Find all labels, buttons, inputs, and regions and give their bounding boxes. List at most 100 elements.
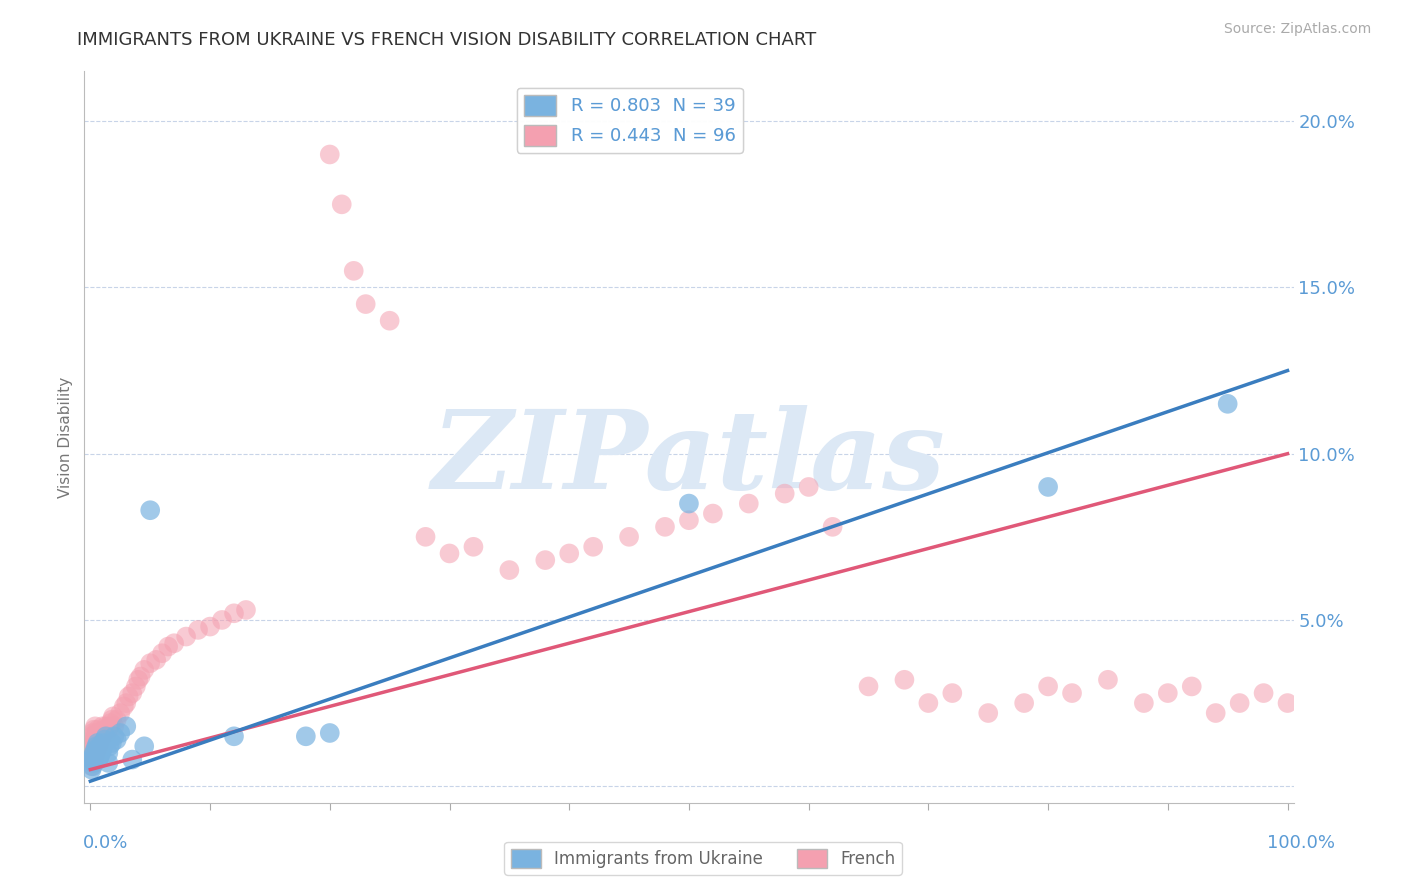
Point: [90, 746, 112, 760]
Point: [87, 742, 110, 756]
Point: [112, 699, 135, 714]
Point: [86, 736, 108, 750]
Point: [86, 742, 108, 756]
Point: [1060, 686, 1083, 700]
Point: [110, 726, 132, 740]
Point: [97, 756, 120, 770]
Point: [82, 746, 104, 760]
Point: [115, 696, 138, 710]
Point: [84, 729, 107, 743]
Text: 100.0%: 100.0%: [1267, 834, 1334, 852]
Point: [97, 723, 120, 737]
Point: [83, 742, 105, 756]
Point: [87, 753, 110, 767]
Point: [330, 197, 353, 211]
Point: [86, 723, 108, 737]
Point: [378, 314, 401, 328]
Point: [93, 726, 115, 740]
Point: [82, 749, 104, 764]
Point: [222, 729, 245, 743]
Point: [83, 746, 105, 760]
Point: [115, 719, 138, 733]
Point: [86, 746, 108, 760]
Point: [90, 732, 112, 747]
Point: [125, 680, 148, 694]
Point: [617, 530, 640, 544]
Point: [145, 653, 167, 667]
Point: [86, 726, 108, 740]
Point: [118, 690, 141, 704]
Point: [1205, 706, 1227, 720]
Point: [94, 729, 117, 743]
Point: [1012, 696, 1035, 710]
Legend: Immigrants from Ukraine, French: Immigrants from Ukraine, French: [505, 842, 901, 875]
Point: [84, 749, 107, 764]
Point: [129, 669, 152, 683]
Point: [582, 540, 605, 554]
Point: [97, 746, 120, 760]
Point: [235, 603, 257, 617]
Point: [1229, 696, 1251, 710]
Y-axis label: Vision Disability: Vision Disability: [58, 376, 73, 498]
Point: [83, 756, 105, 770]
Point: [773, 486, 796, 500]
Point: [86, 739, 108, 754]
Point: [82, 756, 104, 770]
Text: ZIPatlas: ZIPatlas: [432, 405, 946, 513]
Point: [319, 147, 342, 161]
Point: [134, 663, 156, 677]
Point: [134, 739, 156, 754]
Point: [121, 686, 143, 700]
Point: [858, 680, 880, 694]
Point: [84, 719, 107, 733]
Point: [84, 753, 107, 767]
Point: [1097, 673, 1119, 687]
Point: [80, 739, 103, 754]
Point: [80, 763, 103, 777]
Point: [103, 729, 125, 743]
Point: [98, 739, 121, 754]
Point: [93, 732, 115, 747]
Text: IMMIGRANTS FROM UKRAINE VS FRENCH VISION DISABILITY CORRELATION CHART: IMMIGRANTS FROM UKRAINE VS FRENCH VISION…: [77, 31, 817, 49]
Point: [1216, 397, 1239, 411]
Point: [91, 719, 114, 733]
Point: [222, 607, 245, 621]
Point: [917, 696, 939, 710]
Point: [105, 732, 128, 747]
Point: [1277, 696, 1299, 710]
Point: [82, 736, 104, 750]
Point: [738, 497, 761, 511]
Point: [150, 646, 173, 660]
Point: [534, 553, 557, 567]
Point: [80, 759, 103, 773]
Point: [198, 619, 221, 633]
Point: [702, 507, 724, 521]
Point: [87, 739, 110, 754]
Text: 0.0%: 0.0%: [83, 834, 128, 852]
Point: [797, 480, 820, 494]
Legend: R = 0.803  N = 39, R = 0.443  N = 96: R = 0.803 N = 39, R = 0.443 N = 96: [516, 87, 742, 153]
Point: [463, 540, 485, 554]
Point: [174, 630, 197, 644]
Point: [211, 613, 233, 627]
Point: [83, 723, 105, 737]
Point: [91, 742, 114, 756]
Point: [80, 753, 103, 767]
Point: [821, 520, 844, 534]
Point: [83, 753, 105, 767]
Point: [1036, 680, 1059, 694]
Point: [187, 623, 209, 637]
Point: [319, 726, 342, 740]
Point: [415, 530, 437, 544]
Point: [678, 497, 700, 511]
Point: [89, 736, 111, 750]
Point: [354, 297, 377, 311]
Point: [91, 729, 114, 743]
Text: Source: ZipAtlas.com: Source: ZipAtlas.com: [1223, 22, 1371, 37]
Point: [82, 759, 104, 773]
Point: [439, 546, 461, 560]
Point: [94, 719, 117, 733]
Point: [498, 563, 520, 577]
Point: [941, 686, 963, 700]
Point: [139, 656, 162, 670]
